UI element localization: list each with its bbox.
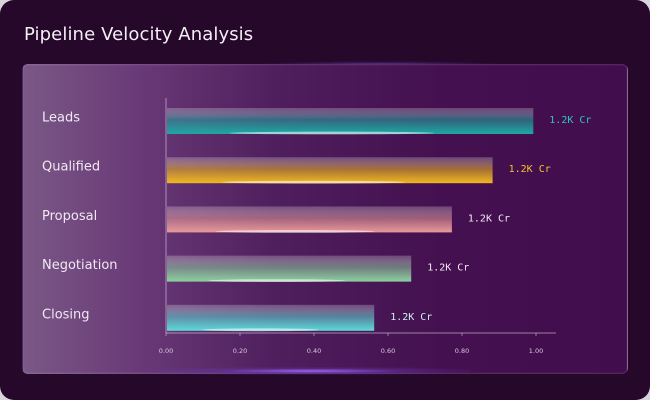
value-label: 1.2K Cr — [390, 312, 432, 323]
x-tick-label: 0.40 — [307, 347, 321, 355]
value-label: 1.2K Cr — [549, 115, 591, 126]
x-tick-label: 0.60 — [381, 347, 395, 355]
value-label: 1.2K Cr — [509, 164, 551, 175]
value-label: 1.2K Cr — [427, 263, 469, 274]
bar-leads — [167, 108, 534, 134]
x-tick-label: 0.80 — [455, 347, 469, 355]
category-label: Qualified — [42, 160, 100, 175]
x-tick-label: 0.00 — [159, 347, 173, 355]
category-label: Closing — [42, 307, 90, 322]
bar-glow-negotiation — [208, 279, 346, 282]
bar-closing — [167, 304, 375, 331]
bar-negotiation — [167, 255, 412, 282]
bar-glow-closing — [202, 328, 319, 332]
value-label: 1.2K Cr — [468, 213, 510, 224]
chart-title: Pipeline Velocity Analysis — [24, 24, 254, 45]
panel-bottom-glow — [150, 367, 470, 375]
category-label: Negotiation — [42, 258, 118, 273]
x-tick-label: 0.20 — [233, 347, 247, 355]
bar-glow-qualified — [222, 180, 405, 184]
bar-qualified — [167, 157, 493, 184]
category-label: Leads — [42, 111, 80, 126]
x-tick-label: 1.00 — [529, 347, 543, 355]
bar-glow-proposal — [215, 230, 375, 233]
category-label: Proposal — [42, 209, 97, 224]
bar-proposal — [167, 206, 452, 233]
bar-glow-leads — [229, 131, 435, 135]
